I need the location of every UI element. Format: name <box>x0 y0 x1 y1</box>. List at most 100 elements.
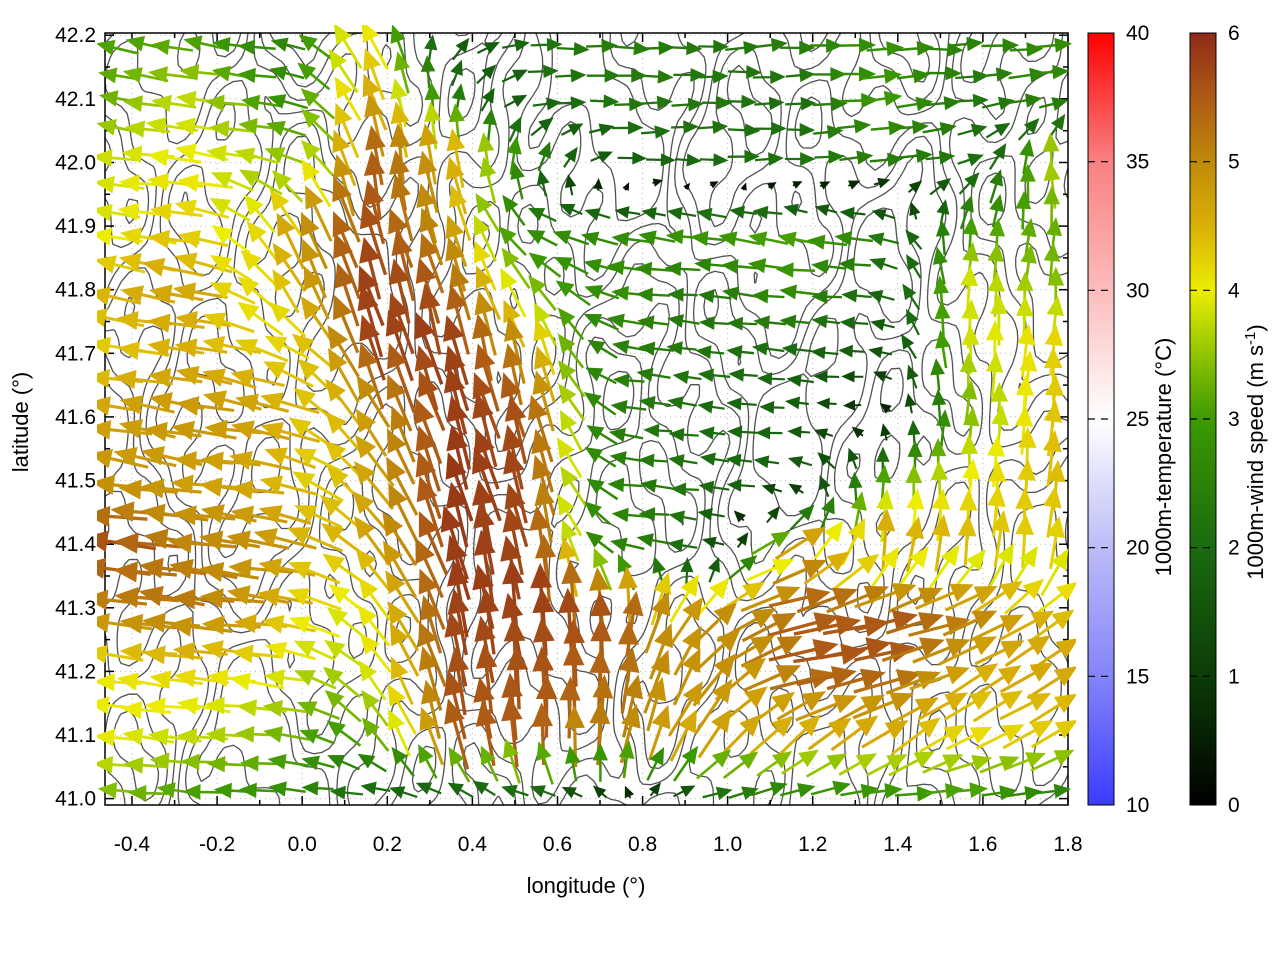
wind-arrow <box>357 753 387 773</box>
wind-arrow <box>592 785 607 799</box>
wind-arrow <box>753 315 787 330</box>
wind-arrow <box>774 526 827 561</box>
wind-arrow <box>865 754 908 777</box>
wind-arrow <box>847 180 861 190</box>
wind-arrow <box>958 172 980 195</box>
wind-arrow <box>394 51 411 94</box>
y-tick-label: 42.2 <box>55 24 96 47</box>
wind-arrow <box>325 378 361 426</box>
wind-arrow <box>590 151 613 163</box>
wind-arrow <box>557 307 585 341</box>
temperature-tick-label: 15 <box>1126 665 1149 688</box>
wind-arrow <box>358 342 385 410</box>
wind-arrow <box>269 65 305 81</box>
wind-arrow <box>894 786 936 802</box>
wind-arrow <box>168 616 233 637</box>
wind-arrow <box>695 345 725 359</box>
wind-arrow <box>988 143 1007 171</box>
wind-arrow <box>555 280 591 307</box>
wind-arrow <box>748 231 789 247</box>
wind-arrow <box>787 456 813 469</box>
windspeed-title-close: ) <box>1243 324 1268 331</box>
wind-arrow <box>1015 190 1032 230</box>
wind-arrow <box>624 785 635 799</box>
wind-arrow <box>667 396 697 410</box>
wind-arrow <box>176 697 231 715</box>
wind-arrow <box>537 141 551 172</box>
wind-arrow <box>750 781 788 797</box>
temperature-tick-label: 25 <box>1126 408 1149 431</box>
wind-arrow <box>838 257 871 272</box>
wind-arrow <box>472 780 496 797</box>
wind-arrow <box>707 556 720 583</box>
wind-arrow <box>810 38 843 53</box>
wind-arrow <box>756 37 788 53</box>
wind-arrow <box>951 36 984 52</box>
wind-arrow <box>449 184 472 241</box>
wind-arrow <box>301 755 335 771</box>
wind-arrow <box>785 96 817 111</box>
wind-arrow <box>382 511 418 567</box>
wind-arrow <box>885 612 945 635</box>
wind-arrow <box>839 37 877 53</box>
wind_speed-tick-label: 6 <box>1228 22 1240 45</box>
wind-arrow <box>557 493 583 537</box>
wind-arrow <box>640 95 673 110</box>
wind-arrow <box>363 47 386 101</box>
wind-arrow <box>415 782 442 795</box>
wind-arrow <box>617 151 648 165</box>
wind-arrow <box>697 400 725 414</box>
wind-arrow <box>414 312 444 385</box>
wind-arrow <box>532 370 555 432</box>
wind-arrow <box>231 644 284 664</box>
wind-arrow <box>556 96 587 110</box>
wind-arrow <box>915 583 974 610</box>
wind-arrow <box>500 267 527 318</box>
wind-arrow <box>664 261 701 277</box>
wind-arrow <box>871 209 896 221</box>
wind-arrow <box>726 397 757 411</box>
wind-arrow <box>810 780 851 796</box>
wind-arrow <box>817 452 836 469</box>
wind-arrow <box>147 313 205 333</box>
wind-arrow <box>698 316 730 330</box>
wind-arrow <box>298 34 335 62</box>
wind-arrow <box>501 247 531 290</box>
wind-arrow <box>178 229 229 249</box>
wind-arrow <box>237 67 277 84</box>
wind-arrow <box>636 367 671 382</box>
wind-arrow <box>237 39 276 55</box>
wind-arrow <box>986 542 1014 592</box>
wind-arrow <box>263 361 314 388</box>
wind-arrow <box>638 341 675 356</box>
wind-arrow <box>1017 323 1036 377</box>
wind-arrow <box>1036 783 1072 799</box>
wind-arrow <box>447 782 474 799</box>
wind-arrow <box>926 65 962 81</box>
wind-arrow <box>267 94 309 110</box>
wind-arrow <box>239 169 283 196</box>
x-tick-label: 1.0 <box>713 833 742 856</box>
wind-arrow <box>416 475 444 548</box>
wind-arrow <box>807 717 852 751</box>
wind-arrow <box>736 532 749 548</box>
wind-arrow <box>869 152 904 167</box>
wind-arrow <box>358 577 392 621</box>
wind-arrow <box>480 745 499 782</box>
wind-arrow <box>580 231 619 247</box>
wind-arrow <box>778 714 821 757</box>
wind-arrow <box>419 232 445 294</box>
wind-arrow <box>668 427 699 442</box>
wind-arrow <box>895 119 930 135</box>
y-tick-label: 41.4 <box>55 533 96 556</box>
wind-arrow <box>418 645 443 712</box>
wind-arrow <box>328 48 359 94</box>
wind-arrow <box>819 496 835 531</box>
wind-arrow <box>695 207 727 222</box>
wind-arrow <box>498 226 527 256</box>
wind-arrow <box>584 284 620 300</box>
wind-arrow <box>586 425 619 446</box>
wind-arrow <box>785 68 816 83</box>
wind-arrow <box>999 692 1052 721</box>
